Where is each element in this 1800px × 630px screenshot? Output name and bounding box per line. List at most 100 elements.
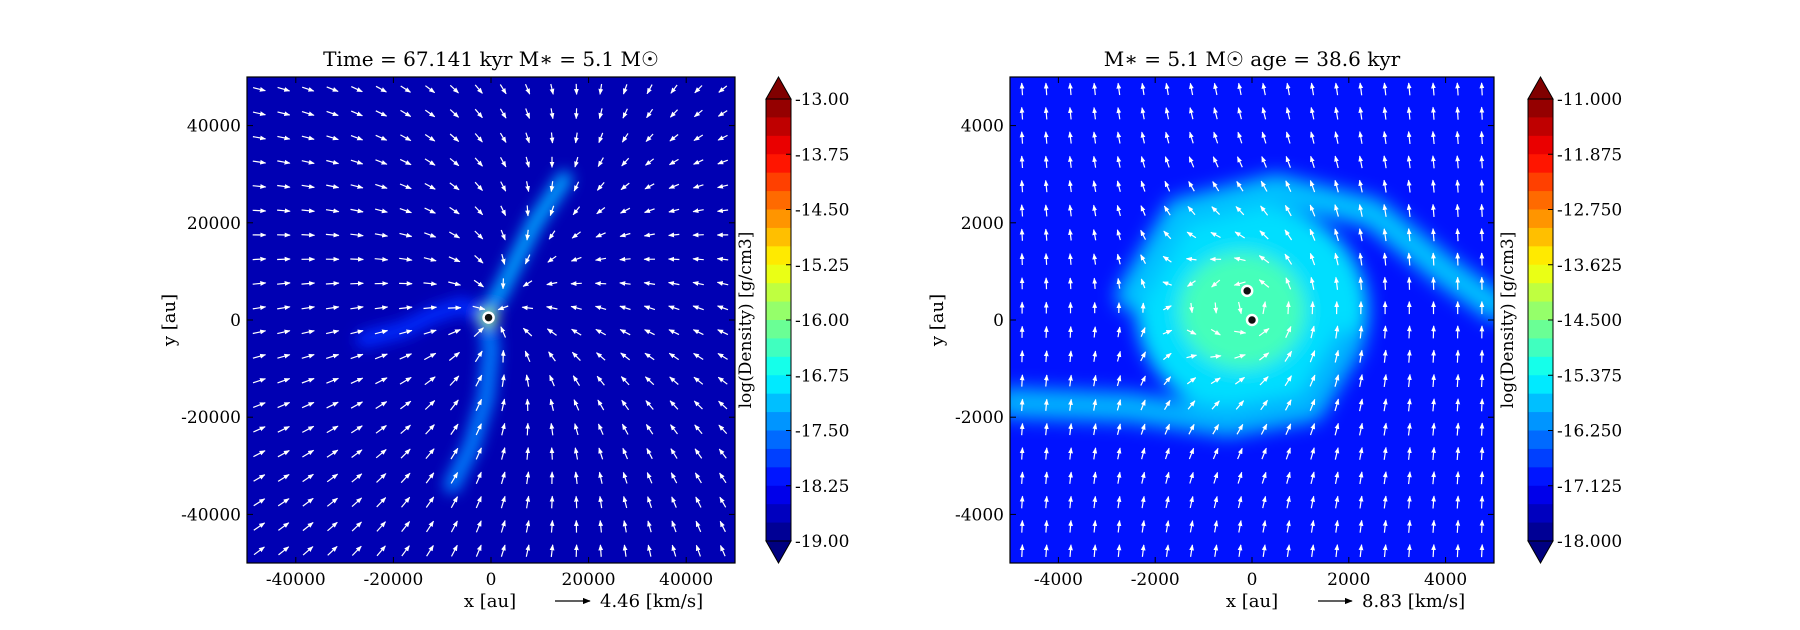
velocity-arrow: [277, 401, 291, 409]
velocity-arrow: [376, 473, 387, 483]
velocity-arrow: [1334, 519, 1340, 533]
velocity-arrow: [424, 207, 436, 214]
velocity-arrow: [473, 327, 484, 338]
velocity-arrow: [1334, 374, 1340, 387]
velocity-arrow: [1116, 544, 1122, 557]
velocity-arrow: [719, 472, 727, 484]
velocity-arrow: [1286, 520, 1291, 533]
velocity-arrow: [1358, 374, 1364, 388]
velocity-arrow: [376, 521, 386, 532]
velocity-arrow: [399, 232, 413, 238]
velocity-arrow: [525, 181, 530, 193]
velocity-arrow: [1189, 520, 1194, 533]
velocity-arrow: [596, 182, 605, 191]
quiver-key-label-right: 8.83 [km/s]: [1362, 591, 1465, 612]
velocity-arrow: [277, 498, 290, 507]
velocity-arrow: [524, 254, 531, 265]
velocity-arrow: [643, 305, 656, 311]
colorbar-band: [1528, 227, 1553, 247]
colorbar-tick-label: -16.250: [1557, 422, 1622, 442]
velocity-arrow: [374, 353, 388, 360]
sink-particle: [482, 311, 495, 324]
velocity-arrow: [1431, 82, 1436, 96]
colorbar-band: [1528, 522, 1553, 542]
velocity-arrow: [375, 449, 387, 459]
velocity-arrow: [1092, 423, 1098, 436]
velocity-arrow: [598, 495, 604, 509]
velocity-arrow: [1382, 374, 1388, 387]
filament: [356, 297, 495, 348]
velocity-arrow: [1406, 495, 1412, 509]
velocity-arrow: [1163, 352, 1172, 361]
velocity-arrow: [252, 87, 266, 92]
velocity-arrow: [1479, 398, 1485, 412]
velocity-arrow: [1189, 107, 1194, 120]
velocity-arrow: [301, 135, 315, 141]
velocity-arrow: [302, 449, 315, 458]
x-ticks-right: -4000 -2000 0 2000 4000: [1034, 77, 1467, 590]
velocity-arrow: [302, 546, 314, 556]
velocity-arrow: [253, 450, 266, 458]
velocity-arrow: [351, 545, 362, 556]
velocity-arrow: [1068, 350, 1073, 363]
velocity-arrow: [1382, 544, 1388, 558]
velocity-arrow: [1237, 544, 1243, 557]
velocity-arrow: [1309, 374, 1316, 387]
colorbar-tick-label: -11.875: [1557, 145, 1622, 165]
velocity-arrow: [1068, 131, 1073, 144]
velocity-arrow: [448, 231, 461, 239]
velocity-arrow: [598, 83, 604, 95]
velocity-arrow: [546, 281, 558, 286]
velocity-arrow: [426, 544, 434, 557]
velocity-arrow: [1189, 131, 1194, 144]
velocity-arrow: [326, 497, 338, 507]
velocity-arrow: [692, 329, 704, 336]
velocity-arrow: [252, 256, 267, 262]
velocity-arrow: [497, 305, 509, 311]
velocity-arrow: [1479, 446, 1485, 460]
velocity-arrow: [1334, 82, 1339, 96]
velocity-arrow: [1236, 156, 1243, 168]
velocity-arrow: [717, 329, 729, 336]
velocity-arrow: [326, 353, 340, 359]
colorbar-band: [1528, 172, 1553, 192]
velocity-arrow: [1140, 254, 1147, 264]
velocity-arrow: [646, 108, 654, 119]
velocity-arrow: [1043, 155, 1049, 168]
velocity-arrow: [1431, 446, 1436, 460]
velocity-arrow: [647, 544, 652, 557]
velocity-arrow: [1406, 203, 1412, 217]
velocity-arrow: [425, 520, 435, 533]
velocity-arrow: [1068, 180, 1073, 193]
velocity-arrow: [1358, 106, 1364, 120]
x-tick-label: -2000: [1131, 570, 1180, 590]
velocity-arrow: [1165, 544, 1170, 557]
velocity-arrow: [598, 471, 604, 484]
velocity-arrow: [350, 135, 364, 141]
spiral-arm: [1010, 329, 1364, 438]
colorbar-band: [766, 172, 791, 192]
velocity-arrow: [719, 544, 726, 557]
y-tick-label: 20000: [187, 214, 241, 234]
velocity-arrow: [1019, 398, 1025, 411]
velocity-arrow: [549, 181, 555, 193]
velocity-arrow: [1187, 400, 1196, 410]
velocity-arrow: [327, 545, 338, 556]
velocity-arrow: [277, 111, 291, 116]
velocity-arrow: [1164, 131, 1170, 144]
velocity-arrow: [500, 253, 506, 265]
velocity-arrow: [425, 496, 435, 508]
velocity-arrow: [1043, 253, 1049, 265]
velocity-arrow: [1285, 325, 1292, 339]
colorbar-band: [766, 448, 791, 468]
velocity-arrow: [500, 205, 507, 217]
velocity-arrow: [449, 109, 460, 118]
velocity-arrow: [399, 257, 413, 262]
velocity-arrow: [449, 182, 460, 191]
velocity-arrow: [1068, 495, 1073, 509]
velocity-arrow: [573, 181, 580, 192]
y-axis-label-right: y [au]: [927, 294, 948, 347]
velocity-arrow: [1116, 471, 1122, 484]
velocity-arrow: [693, 109, 703, 118]
velocity-arrow: [326, 159, 340, 165]
